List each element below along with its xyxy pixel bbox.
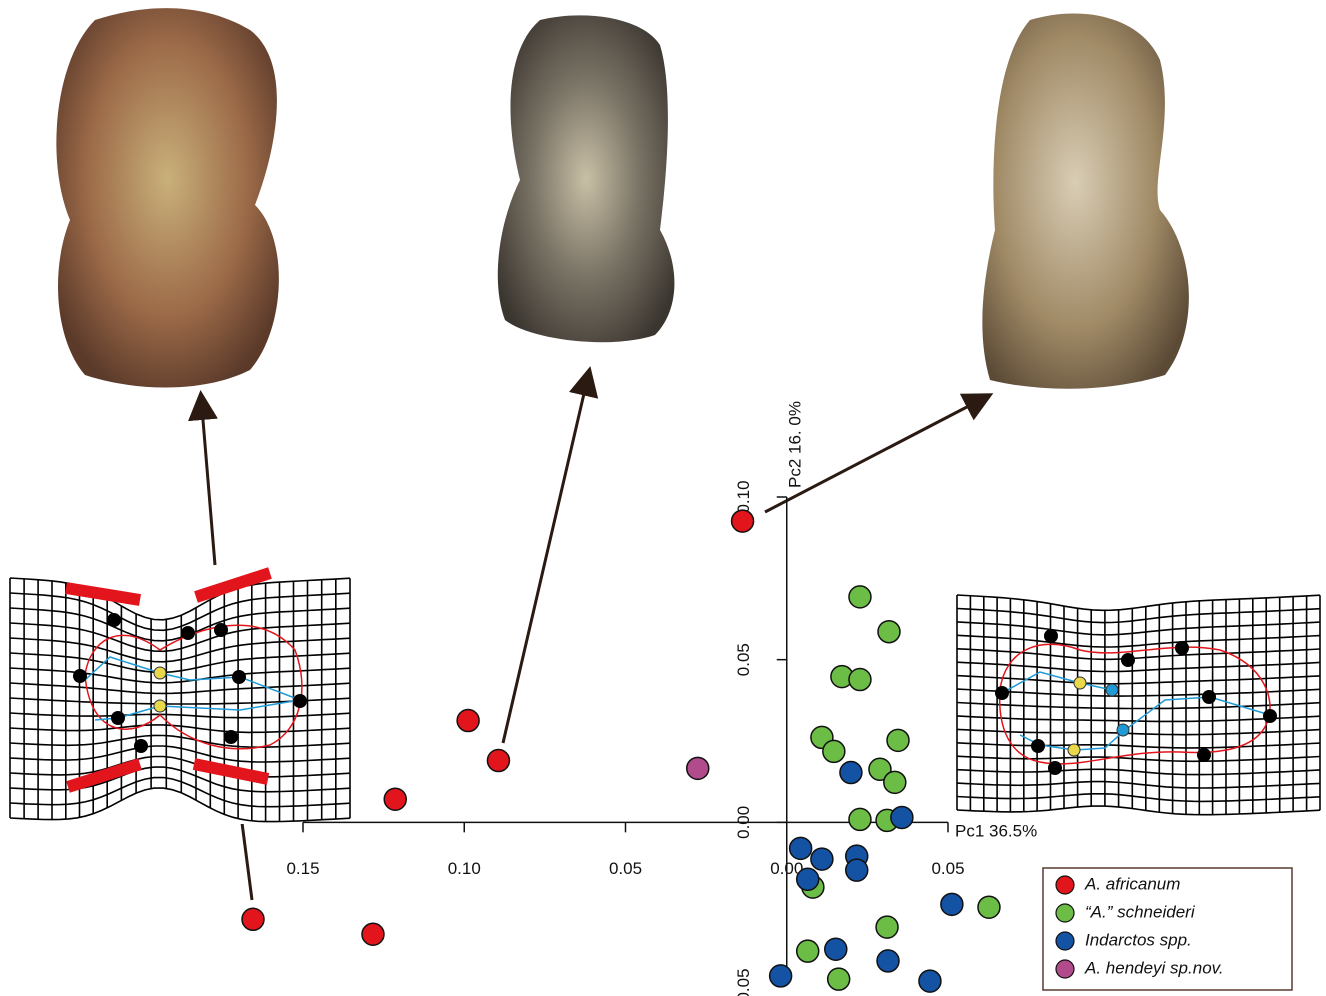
- point: [919, 970, 941, 992]
- point: [849, 808, 871, 830]
- point: [941, 893, 963, 915]
- point: [840, 762, 862, 784]
- landmark: [107, 613, 121, 627]
- point: [732, 510, 754, 532]
- point: [242, 908, 264, 930]
- point: [384, 788, 406, 810]
- landmark: [154, 667, 166, 679]
- arrow: [503, 372, 589, 743]
- point: [877, 950, 899, 972]
- tooth-photo: [498, 15, 675, 342]
- point: [790, 837, 812, 859]
- landmark: [1175, 641, 1189, 655]
- point: [828, 968, 850, 990]
- point: [849, 586, 871, 608]
- x-tick-label: 0.15: [286, 859, 319, 878]
- landmark: [154, 700, 166, 712]
- x-axis-label: Pc1 36.5%: [955, 821, 1037, 840]
- tooth-photo: [56, 8, 279, 387]
- landmark: [1263, 709, 1277, 723]
- point: [849, 669, 871, 691]
- landmark: [1074, 677, 1086, 689]
- point: [770, 965, 792, 987]
- y-tick-label: 0.10: [734, 480, 753, 513]
- landmark: [73, 669, 87, 683]
- point: [884, 771, 906, 793]
- landmark: [293, 694, 307, 708]
- point: [887, 729, 909, 751]
- legend-swatch: [1056, 876, 1074, 894]
- point: [878, 621, 900, 643]
- landmark: [1068, 744, 1080, 756]
- y-axis-label: Pc2 16. 0%: [785, 401, 804, 488]
- point: [825, 938, 847, 960]
- legend-label: “A.” schneideri: [1085, 902, 1196, 921]
- landmark: [134, 739, 148, 753]
- landmark: [224, 730, 238, 744]
- point: [687, 757, 709, 779]
- x-tick-label: 0.05: [931, 859, 964, 878]
- legend-swatch: [1056, 960, 1074, 978]
- landmark: [1044, 629, 1058, 643]
- point: [797, 940, 819, 962]
- point: [487, 750, 509, 772]
- landmark: [995, 686, 1009, 700]
- arrow: [201, 396, 215, 565]
- x-tick-label: 0.10: [448, 859, 481, 878]
- point: [362, 923, 384, 945]
- tooth-photo: [982, 13, 1189, 388]
- legend-label: Indarctos spp.: [1085, 930, 1192, 949]
- landmark: [1117, 724, 1129, 736]
- point: [891, 806, 913, 828]
- figure: 0.150.100.050.000.050.050.000.050.10 Pc1…: [0, 0, 1326, 996]
- y-tick-label: 0.05: [734, 968, 753, 996]
- x-tick-label: 0.05: [609, 859, 642, 878]
- connector: [241, 815, 252, 900]
- legend-swatch: [1056, 904, 1074, 922]
- point: [978, 896, 1000, 918]
- y-tick-label: 0.00: [734, 806, 753, 839]
- legend-label: A. hendeyi sp.nov.: [1084, 958, 1224, 977]
- point: [846, 859, 868, 881]
- point: [811, 848, 833, 870]
- point: [876, 916, 898, 938]
- point: [457, 710, 479, 732]
- landmark: [181, 626, 195, 640]
- landmark: [1106, 684, 1118, 696]
- landmark: [214, 623, 228, 637]
- legend-label: A. africanum: [1084, 874, 1180, 893]
- legend-swatch: [1056, 932, 1074, 950]
- landmark: [1202, 690, 1216, 704]
- landmark: [1121, 653, 1135, 667]
- landmark: [1197, 748, 1211, 762]
- landmark: [1048, 761, 1062, 775]
- landmark: [1031, 739, 1045, 753]
- landmark: [111, 711, 125, 725]
- landmark: [232, 670, 246, 684]
- y-tick-label: 0.05: [734, 643, 753, 676]
- point: [823, 740, 845, 762]
- point: [797, 868, 819, 890]
